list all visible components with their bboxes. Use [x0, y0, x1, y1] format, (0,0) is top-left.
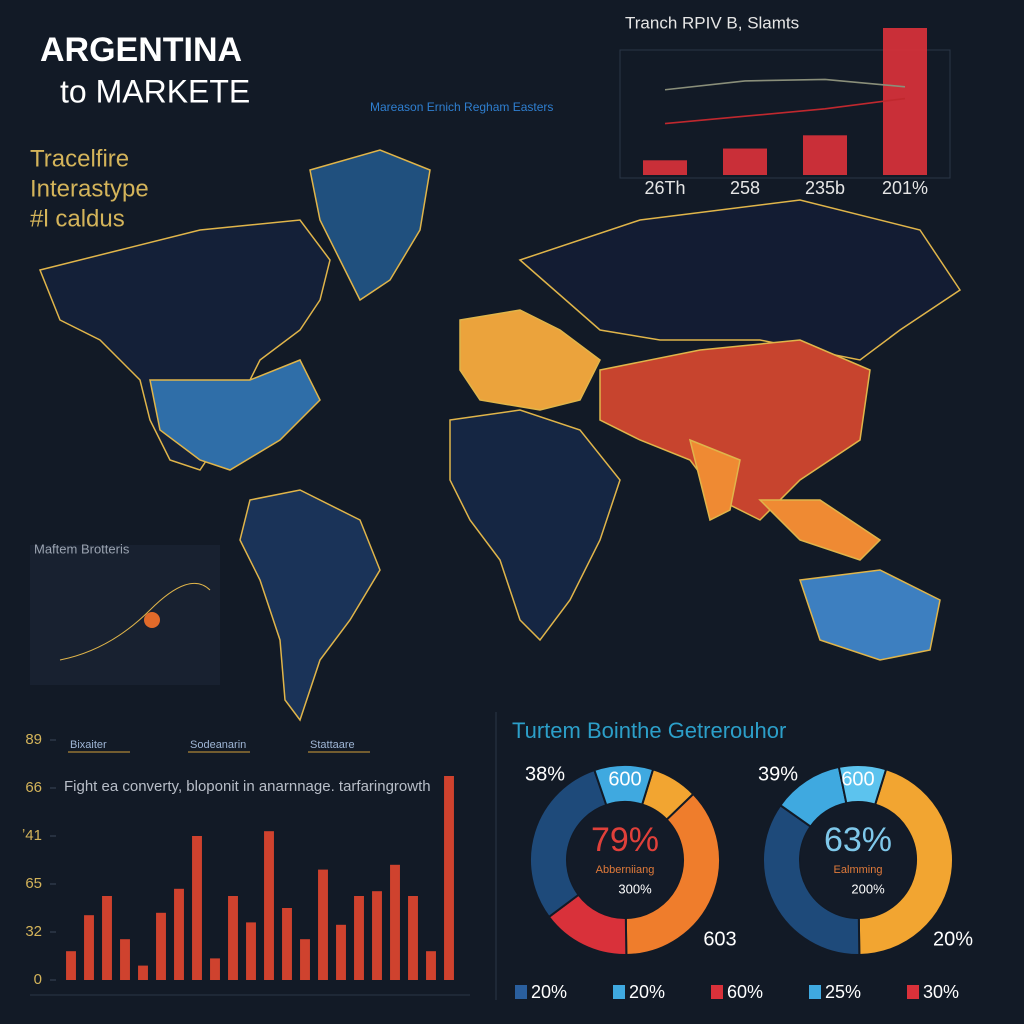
bar: [336, 924, 346, 980]
bar: [210, 958, 220, 980]
bar: [174, 888, 184, 980]
bar: [723, 148, 767, 175]
legend-label: 20%: [629, 982, 665, 1002]
bar: [408, 896, 418, 980]
line-series: [664, 78, 906, 91]
center-label: 79%: [591, 821, 659, 859]
bar: [264, 831, 274, 980]
bar: [803, 135, 847, 175]
bar: [138, 965, 148, 980]
subtitle: to MARKETE: [60, 73, 250, 109]
bar: [156, 912, 166, 980]
bar: [300, 939, 310, 980]
legend-label: 20%: [531, 982, 567, 1002]
inset-panel: [30, 545, 220, 685]
annotation: 600: [841, 768, 874, 790]
center-note: 300%: [618, 881, 652, 896]
legend-swatch: [613, 985, 625, 999]
x-tick-label: 258: [730, 178, 760, 198]
bar: [84, 915, 94, 980]
y-tick-label: 89: [25, 731, 42, 748]
y-tick-label: 65: [25, 875, 42, 892]
chart-title: Tranch RPIV B, Slamts: [625, 13, 799, 32]
bar: [228, 896, 238, 980]
x-tick-label: 201%: [882, 178, 928, 198]
legend-swatch: [515, 985, 527, 999]
annotation: 39%: [758, 763, 798, 785]
bar: [318, 869, 328, 980]
legend-swatch: [809, 985, 821, 999]
line-series: [664, 97, 906, 125]
annotation: 600: [608, 768, 641, 790]
center-label: 63%: [824, 821, 892, 859]
bar: [883, 28, 927, 175]
y-tick-label: 32: [25, 923, 42, 940]
legend-label: 60%: [727, 982, 763, 1002]
inset-title: Maftem Brotteris: [34, 541, 130, 556]
annotation: 603: [703, 928, 736, 950]
side-text: #l caldus: [30, 205, 125, 232]
bar: [444, 776, 454, 980]
bar: [426, 951, 436, 980]
annotation: 20%: [933, 928, 973, 950]
world-map: [38, 149, 962, 722]
legend-label: 30%: [923, 982, 959, 1002]
center-sub: Abberniiang: [596, 864, 655, 876]
chart-subtitle: Fight ea converty, bloponit in anarnnage…: [64, 778, 431, 795]
legend-label: Stattaare: [310, 739, 355, 751]
donut-segment: [857, 767, 954, 957]
legend-swatch: [907, 985, 919, 999]
center-sub: Ealmming: [834, 864, 883, 876]
map-caption: Mareason Ernich Regham Easters: [370, 100, 553, 114]
bar: [354, 896, 364, 980]
donut-hole: [567, 802, 683, 918]
legend-label: Sodeanarin: [190, 739, 246, 751]
legend-label: Bixaiter: [70, 739, 107, 751]
x-tick-label: 26Th: [644, 178, 685, 198]
donut-panel-title: Turtem Bointhe Getrerouhor: [512, 718, 786, 743]
annotation: 38%: [525, 763, 565, 785]
bar: [66, 951, 76, 980]
center-note: 200%: [851, 881, 885, 896]
panel-frames: [30, 49, 951, 1000]
bar: [282, 908, 292, 980]
bar: [643, 160, 687, 175]
bar: [120, 939, 130, 980]
side-text: Interastype: [30, 175, 149, 202]
side-text: Tracelfire: [30, 145, 129, 172]
bar: [372, 891, 382, 980]
bar: [246, 922, 256, 980]
bar: [390, 864, 400, 980]
legend-swatch: [711, 985, 723, 999]
donut-hole: [800, 802, 916, 918]
bar: [102, 896, 112, 980]
title: ARGENTINA: [40, 31, 242, 69]
y-tick-label: ʼ41: [22, 827, 42, 844]
bar: [192, 836, 202, 980]
x-tick-label: 235b: [805, 178, 845, 198]
y-tick-label: 66: [25, 779, 42, 796]
legend-label: 25%: [825, 982, 861, 1002]
y-tick-label: 0: [34, 971, 42, 988]
